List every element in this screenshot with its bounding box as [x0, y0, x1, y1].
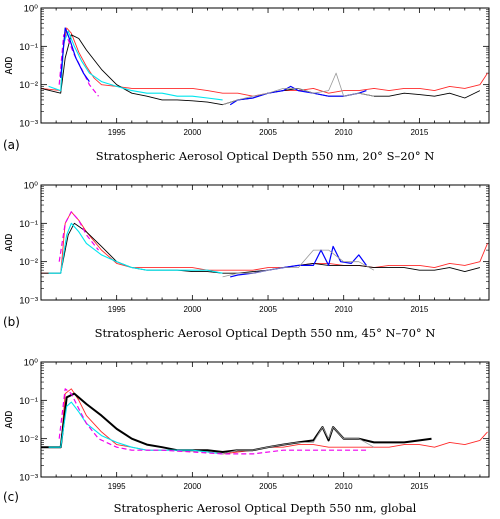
panel-letter: (c) [3, 490, 19, 504]
plot-frame [40, 361, 490, 478]
series-line-0 [41, 211, 488, 274]
panel-a: 1995 2000 2005 2010 2015 10⁻³ 10⁻² 10⁻¹ 10⁰ AOD (a… [3, 4, 490, 163]
panel-c: 1995 2000 2005 2010 2015 10⁻³ 10⁻² 10⁻¹ 10⁰ AOD (c… [3, 358, 490, 515]
x-tick-label: 2010 [335, 305, 353, 314]
x-tick-label: 2010 [335, 128, 353, 137]
panel-letter: (a) [3, 138, 20, 152]
series-line-4 [222, 426, 375, 455]
series-line-5 [222, 249, 375, 278]
series-group [41, 211, 488, 278]
y-tick-label: 10⁻³ [19, 473, 38, 484]
series-line-6 [222, 72, 375, 106]
series-line-2 [48, 401, 223, 455]
series-group [41, 27, 488, 106]
y-tick-label: 10⁰ [24, 181, 39, 192]
panel-caption: Stratospheric Aerosol Optical Depth 550 … [114, 501, 417, 515]
y-tick-label: 10⁰ [24, 358, 39, 369]
series-line-4 [60, 27, 90, 82]
x-tick-label: 2010 [335, 482, 353, 491]
y-tick-label: 10⁻³ [19, 119, 38, 130]
x-tick-label: 1995 [108, 305, 126, 314]
x-tick-label: 2005 [259, 482, 277, 491]
panel-b: 1995 2000 2005 2010 2015 10⁻³ 10⁻² 10⁻¹ 10⁰ AOD (b… [3, 181, 490, 340]
series-line-1 [41, 222, 481, 274]
y-axis-label: AOD [4, 410, 15, 428]
series-line-3 [58, 34, 99, 97]
x-tick-label: 2000 [183, 305, 201, 314]
series-line-1 [41, 392, 432, 453]
series-line-2 [48, 30, 223, 101]
panel-caption: Stratospheric Aerosol Optical Depth 550 … [96, 149, 435, 163]
y-tick-label: 10⁻¹ [19, 219, 38, 230]
panel-caption: Stratospheric Aerosol Optical Depth 550 … [95, 326, 436, 340]
series-group [41, 388, 488, 455]
y-tick-label: 10⁰ [24, 4, 39, 15]
y-tick-label: 10⁻³ [19, 296, 38, 307]
x-tick-label: 2015 [410, 482, 428, 491]
panel-letter: (b) [3, 315, 20, 329]
series-line-3 [58, 211, 99, 262]
x-tick-label: 2000 [183, 482, 201, 491]
x-tick-label: 2015 [410, 128, 428, 137]
plot-frame [40, 7, 490, 124]
x-tick-label: 1995 [108, 128, 126, 137]
series-line-3 [58, 388, 367, 455]
y-tick-label: 10⁻¹ [19, 396, 38, 407]
plot-frame [40, 184, 490, 301]
y-axis-label: AOD [4, 233, 15, 251]
x-tick-label: 2005 [259, 128, 277, 137]
x-tick-label: 2005 [259, 305, 277, 314]
series-line-0 [41, 27, 488, 97]
y-tick-label: 10⁻² [19, 257, 38, 268]
x-tick-label: 2000 [183, 128, 201, 137]
series-line-1 [41, 34, 481, 106]
y-tick-label: 10⁻² [19, 80, 38, 91]
x-tick-label: 1995 [108, 482, 126, 491]
x-tick-label: 2015 [410, 305, 428, 314]
y-tick-label: 10⁻¹ [19, 42, 38, 53]
y-tick-label: 10⁻² [19, 434, 38, 445]
y-axis-label: AOD [4, 56, 15, 74]
series-line-2 [48, 222, 223, 274]
